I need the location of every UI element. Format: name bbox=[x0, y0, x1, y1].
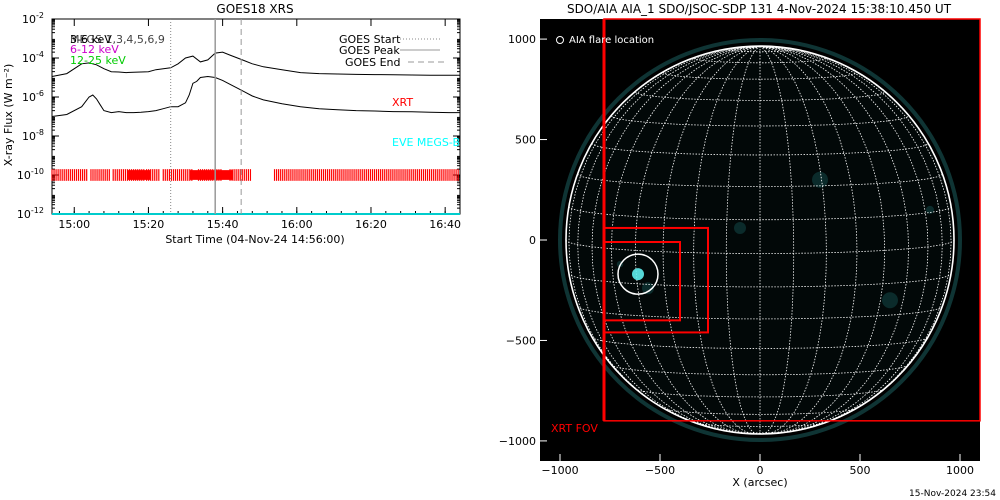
xrs-channel-label-6-12: 6-12 keV bbox=[70, 43, 119, 56]
xrs-y-axis-label: X-ray Flux (W m⁻²) bbox=[2, 64, 15, 166]
footer-timestamp: 15-Nov-2024 23:54 bbox=[909, 489, 996, 499]
aia-x-tick-label: 500 bbox=[850, 464, 871, 477]
aia-x-tick-label: 1000 bbox=[946, 464, 974, 477]
aia-y-tick-label: 0 bbox=[529, 234, 536, 247]
xrs-x-tick-label: 16:20 bbox=[355, 218, 387, 231]
xrs-x-axis-label: Start Time (04-Nov-24 14:56:00) bbox=[165, 233, 344, 246]
xrs-x-tick-label: 16:40 bbox=[429, 218, 461, 231]
xrs-megs-overlap-label: MEGS 1,3,4,5,6,9 bbox=[70, 33, 165, 46]
aia-active-region-glow bbox=[882, 292, 898, 309]
aia-grid-longitude bbox=[693, 46, 761, 435]
aia-grid-longitude bbox=[759, 46, 929, 434]
aia-active-region-glow bbox=[642, 282, 654, 295]
xrs-y-tick-label: 10-4 bbox=[22, 50, 44, 65]
xrs-y-tick-label: 10-8 bbox=[22, 128, 44, 143]
aia-grid-longitude bbox=[662, 46, 761, 435]
aia-title: SDO/AIA AIA_1 SDO/JSOC-SDP 131 4-Nov-202… bbox=[567, 2, 952, 16]
xrs-x-tick-label: 15:00 bbox=[58, 218, 90, 231]
aia-x-tick-label: −500 bbox=[645, 464, 675, 477]
xrs-series-line bbox=[51, 51, 460, 77]
aia-active-region-glow bbox=[734, 221, 746, 234]
aia-limb-glow bbox=[558, 38, 962, 442]
aia-xrt-pointing-box bbox=[603, 241, 681, 322]
aia-grid-longitude bbox=[634, 46, 761, 435]
aia-grid-longitude bbox=[610, 46, 761, 434]
aia-flare-legend-text: AIA flare location bbox=[569, 35, 654, 46]
aia-active-region-glow bbox=[926, 205, 934, 214]
aia-x-tick-label: −1000 bbox=[541, 464, 578, 477]
aia-solar-limb bbox=[565, 45, 955, 435]
aia-y-tick-label: 1000 bbox=[508, 33, 536, 46]
aia-y-tick-label: 500 bbox=[515, 134, 536, 147]
xrs-legend-goes-end-label: GOES End bbox=[345, 56, 401, 69]
aia-x-axis-label: X (arcsec) bbox=[732, 476, 787, 489]
aia-flare-location-circle bbox=[617, 253, 659, 295]
xrs-y-tick-label: 10-10 bbox=[17, 167, 44, 182]
aia-grid-longitude bbox=[759, 46, 827, 435]
xrs-xrt-coverage-block bbox=[189, 170, 234, 180]
aia-xrt-fov-label: XRT FOV bbox=[551, 422, 598, 435]
xrs-x-tick-label: 15:20 bbox=[133, 218, 165, 231]
aia-grid-longitude bbox=[759, 46, 886, 435]
aia-grid-longitude bbox=[759, 46, 795, 435]
aia-flare-bright-spot bbox=[632, 268, 644, 281]
aia-y-tick-label: −1000 bbox=[499, 435, 536, 448]
aia-grid-longitude bbox=[591, 46, 761, 434]
aia-grid-latitude bbox=[568, 206, 952, 221]
aia-y-tick-label: −500 bbox=[506, 334, 536, 347]
xrs-series-line bbox=[51, 75, 460, 117]
aia-grid-latitude bbox=[725, 49, 795, 53]
aia-flare-legend-symbol bbox=[556, 36, 564, 44]
xrs-legend-goes-start-label: GOES Start bbox=[339, 33, 401, 46]
xrs-y-tick-label: 10-2 bbox=[22, 11, 44, 26]
aia-x-tick-label: 0 bbox=[757, 464, 764, 477]
xrs-y-tick-label: 10-6 bbox=[22, 89, 44, 104]
xrs-title: GOES18 XRS bbox=[216, 2, 293, 16]
aia-solar-disk bbox=[566, 46, 954, 434]
xrs-instrument-label-xrt: XRT bbox=[392, 96, 413, 109]
aia-grid-latitude bbox=[693, 421, 827, 427]
aia-grid-longitude bbox=[725, 46, 761, 435]
aia-layer: −1000 −500 0 500 1000 −1000 −500 0 500 1000 bbox=[499, 18, 981, 477]
xrs-legend-goes-peak-label: GOES Peak bbox=[339, 44, 400, 57]
aia-grid-latitude bbox=[693, 57, 827, 64]
aia-grid-latitude bbox=[577, 173, 943, 187]
aia-active-region-glow bbox=[812, 171, 828, 188]
xrs-instrument-label-eve: EVE MEGS-B bbox=[392, 136, 460, 149]
aia-grid-longitude bbox=[759, 46, 858, 435]
xrs-channel-label-3-6: 3-6 keV bbox=[70, 33, 112, 46]
xrs-y-tick-label: 10-12 bbox=[17, 206, 44, 221]
xrs-layer: 10-12 10-10 10-8 10-6 10-4 10-2 15:00 15:20 15:4… bbox=[17, 11, 461, 231]
xrs-x-tick-label: 16:00 bbox=[281, 218, 313, 231]
xrs-channel-label-12-25: 12-25 keV bbox=[70, 54, 126, 67]
xrs-xrt-coverage-block bbox=[128, 170, 151, 180]
aia-grid-latitude bbox=[577, 305, 943, 320]
xrs-x-tick-label: 15:40 bbox=[207, 218, 239, 231]
aia-grid-longitude bbox=[759, 46, 910, 434]
